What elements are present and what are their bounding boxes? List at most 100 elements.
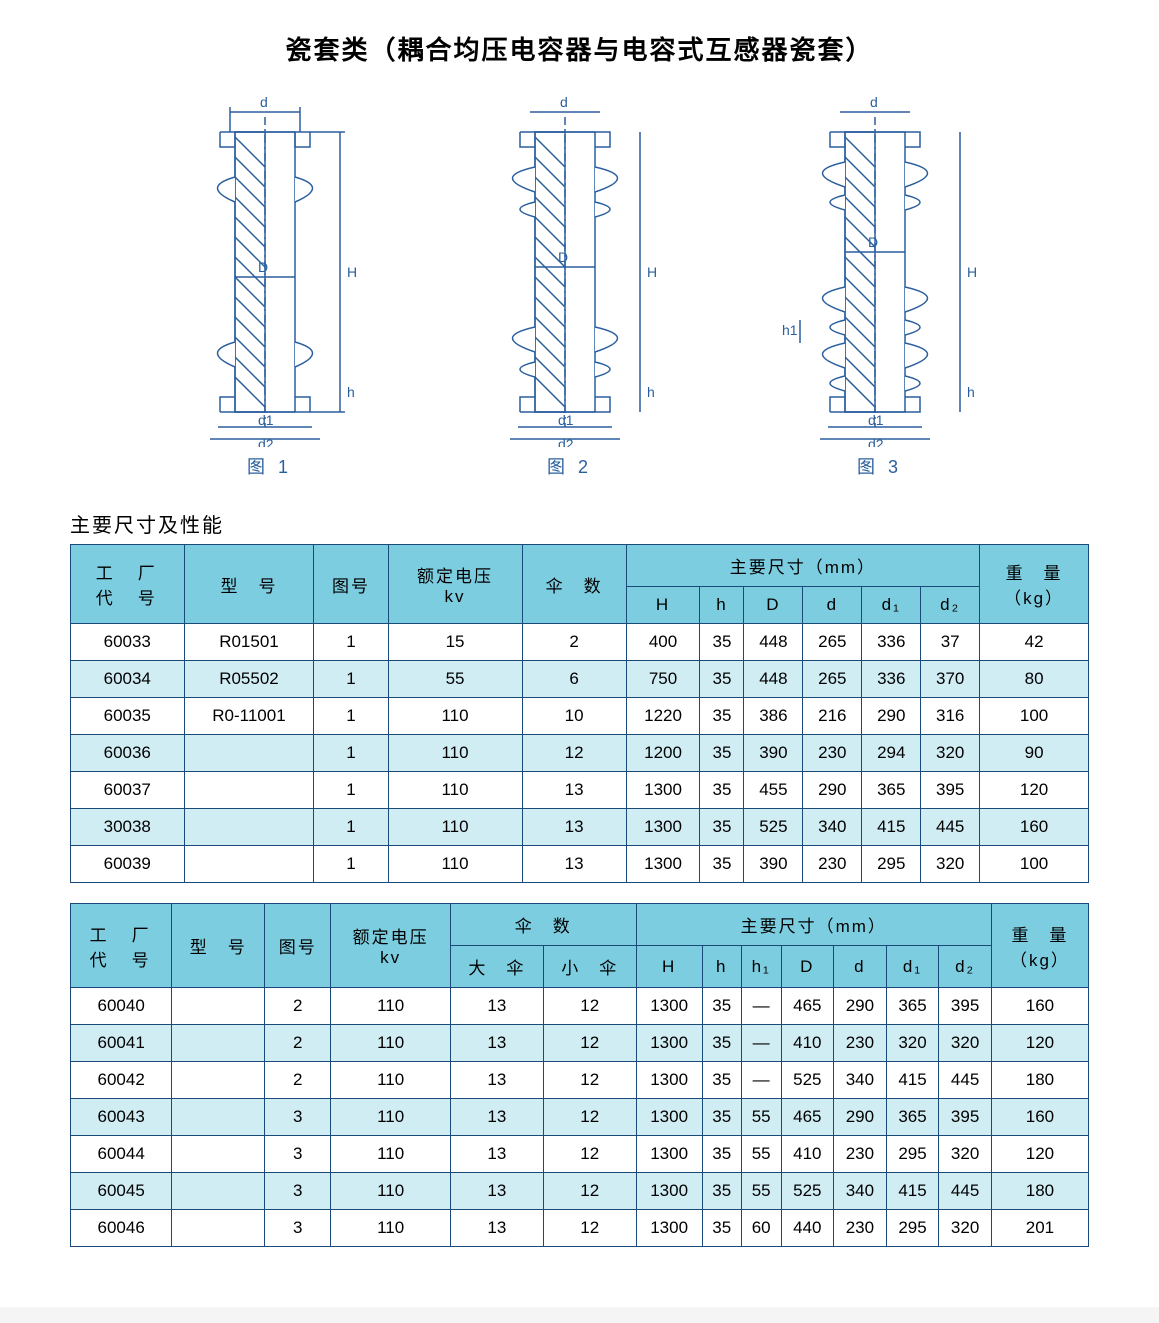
cell-d2: 320: [921, 846, 980, 883]
cell-big: 13: [450, 1173, 543, 1210]
cell-D: 448: [744, 624, 803, 661]
th2-hh: h: [702, 946, 741, 988]
svg-text:d: d: [560, 94, 568, 110]
cell-d: 230: [834, 1025, 887, 1062]
insulator-svg-2: d H h D d1 d2: [440, 87, 700, 447]
cell-factory: 60043: [71, 1099, 172, 1136]
cell-factory: 60041: [71, 1025, 172, 1062]
th-weight: 重 量 （kg）: [980, 545, 1089, 624]
cell-model: R05502: [184, 661, 314, 698]
cell-small: 12: [543, 1062, 636, 1099]
cell-kv: 110: [388, 698, 522, 735]
cell-kv: 55: [388, 661, 522, 698]
dim-d2: d2: [258, 436, 274, 447]
table-row: 600443110131213003555410230295320120: [71, 1136, 1089, 1173]
cell-d2: 445: [921, 809, 980, 846]
page-title: 瓷套类（耦合均压电容器与电容式互感器瓷套）: [30, 30, 1129, 67]
cell-d: 216: [803, 698, 862, 735]
cell-model: R01501: [184, 624, 314, 661]
table-row: 6004021101312130035—465290365395160: [71, 988, 1089, 1025]
cell-big: 13: [450, 1062, 543, 1099]
cell-fig: 3: [265, 1099, 331, 1136]
cell-factory: 60033: [71, 624, 185, 661]
cell-d2: 320: [939, 1025, 992, 1062]
svg-text:D: D: [868, 234, 878, 250]
cell-umb: 10: [522, 698, 626, 735]
table-row: 60034R0550215567503544826533637080: [71, 661, 1089, 698]
th-factory: 工 厂 代 号: [71, 545, 185, 624]
diagram-2: d H h D d1 d2 图 2: [440, 87, 700, 479]
table-row: 600453110131213003555525340415445180: [71, 1173, 1089, 1210]
diagram-caption-3: 图 3: [857, 453, 902, 479]
cell-D: 390: [744, 846, 803, 883]
cell-h: 35: [702, 1025, 741, 1062]
cell-h: 35: [700, 624, 744, 661]
section-label: 主要尺寸及性能: [70, 509, 1129, 538]
cell-d2: 395: [921, 772, 980, 809]
svg-text:d1: d1: [558, 412, 574, 428]
cell-model: [172, 1210, 265, 1247]
table-row: 30038111013130035525340415445160: [71, 809, 1089, 846]
cell-d1: 415: [886, 1173, 939, 1210]
cell-kg: 80: [980, 661, 1089, 698]
cell-D: 525: [781, 1062, 834, 1099]
svg-text:h: h: [647, 384, 655, 400]
cell-factory: 60046: [71, 1210, 172, 1247]
cell-d: 290: [803, 772, 862, 809]
table-row: 6004121101312130035—410230320320120: [71, 1025, 1089, 1062]
th2-fig: 图号: [265, 904, 331, 988]
cell-H: 1300: [636, 1210, 702, 1247]
cell-D: 465: [781, 988, 834, 1025]
cell-d1: 415: [862, 809, 921, 846]
diagram-caption-2: 图 2: [547, 453, 592, 479]
cell-kg: 160: [980, 809, 1089, 846]
cell-H: 1300: [636, 1136, 702, 1173]
cell-fig: 3: [265, 1173, 331, 1210]
cell-D: 525: [744, 809, 803, 846]
cell-small: 12: [543, 1210, 636, 1247]
cell-H: 1300: [626, 772, 700, 809]
cell-h1: —: [741, 988, 781, 1025]
cell-H: 1300: [636, 1099, 702, 1136]
th2-D: D: [781, 946, 834, 988]
th-dims: 主要尺寸（mm）: [626, 545, 980, 587]
cell-fig: 1: [314, 698, 388, 735]
table1-wrap: 工 厂 代 号 型 号 图号 额定电压 kv 伞 数 主要尺寸（mm） 重 量 …: [30, 544, 1129, 883]
page: 瓷套类（耦合均压电容器与电容式互感器瓷套）: [0, 0, 1159, 1307]
cell-d1: 320: [886, 1025, 939, 1062]
cell-factory: 60040: [71, 988, 172, 1025]
cell-big: 13: [450, 1136, 543, 1173]
cell-model: [172, 1062, 265, 1099]
cell-d: 340: [803, 809, 862, 846]
cell-umb: 13: [522, 772, 626, 809]
cell-H: 1200: [626, 735, 700, 772]
cell-H: 750: [626, 661, 700, 698]
cell-kv: 110: [388, 735, 522, 772]
svg-text:h: h: [967, 384, 975, 400]
cell-factory: 60039: [71, 846, 185, 883]
cell-umb: 2: [522, 624, 626, 661]
cell-small: 12: [543, 1136, 636, 1173]
cell-d1: 295: [862, 846, 921, 883]
cell-d1: 295: [886, 1210, 939, 1247]
svg-text:H: H: [967, 264, 977, 280]
cell-h1: —: [741, 1025, 781, 1062]
th-h: h: [700, 587, 744, 624]
cell-kg: 180: [991, 1062, 1088, 1099]
cell-factory: 60042: [71, 1062, 172, 1099]
cell-d: 340: [834, 1062, 887, 1099]
table2-head: 工 厂 代 号 型 号 图号 额定电压 kv 伞 数 主要尺寸（mm） 重 量 …: [71, 904, 1089, 988]
th2-H: H: [636, 946, 702, 988]
cell-big: 13: [450, 1099, 543, 1136]
table-row: 600463110131213003560440230295320201: [71, 1210, 1089, 1247]
cell-small: 12: [543, 1173, 636, 1210]
cell-big: 13: [450, 1025, 543, 1062]
cell-kg: 180: [991, 1173, 1088, 1210]
table-row: 6003611101212003539023029432090: [71, 735, 1089, 772]
th-model: 型 号: [184, 545, 314, 624]
cell-h: 35: [702, 1173, 741, 1210]
cell-d: 265: [803, 624, 862, 661]
spec-table-1: 工 厂 代 号 型 号 图号 额定电压 kv 伞 数 主要尺寸（mm） 重 量 …: [70, 544, 1089, 883]
cell-kg: 100: [980, 846, 1089, 883]
svg-text:H: H: [647, 264, 657, 280]
